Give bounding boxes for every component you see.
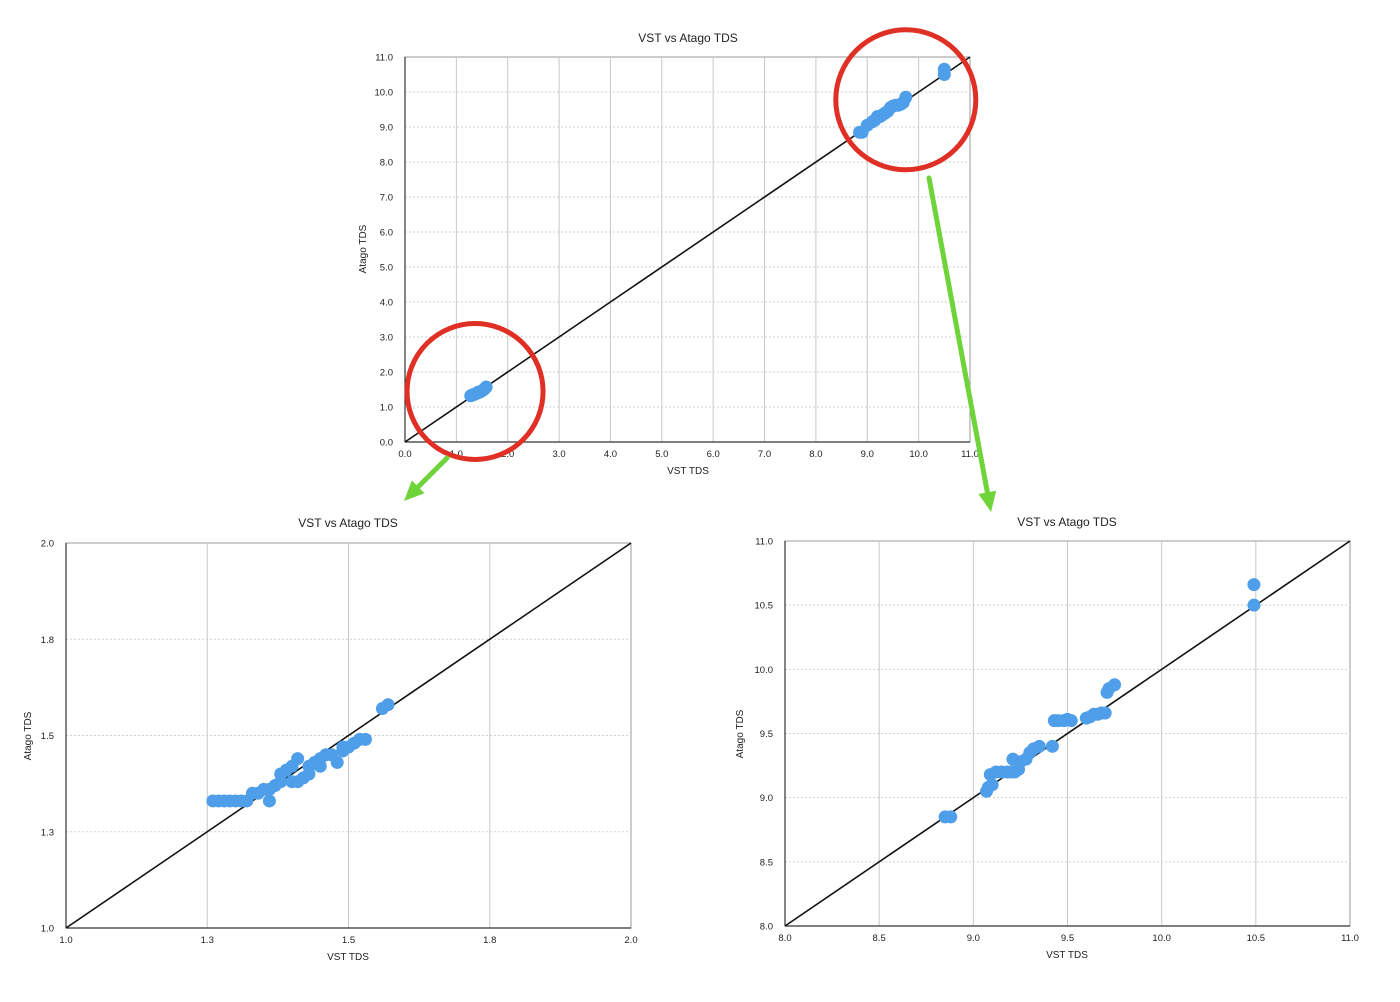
zoom-high-chart-ticks: 8.0 8.5 9.0 9.5 10.0 10.5 11.0 8.0 8.5 9.0 9.5 10.0… xyxy=(755,537,1359,945)
overview-chart-y-tick-label: 6.0 xyxy=(380,228,393,239)
zoom-low-chart-data-point xyxy=(313,759,327,773)
zoom-low-chart-y-tick-label: 1.3 xyxy=(41,827,54,838)
zoom-high-chart-data-point xyxy=(1098,706,1112,720)
overview-chart-x-tick-label: 8.0 xyxy=(809,449,822,460)
overview-chart-data-point xyxy=(899,90,913,104)
zoom-low-chart-data-point xyxy=(262,794,276,808)
zoom-low-chart-x-tick-label: 1.5 xyxy=(342,935,355,946)
highlight-circle xyxy=(833,27,979,173)
zoom-high-chart-y-tick-label: 10.5 xyxy=(755,601,774,612)
zoom-high-chart-y-tick-label: 11.0 xyxy=(755,537,773,548)
zoom-high-chart-data-point xyxy=(1032,739,1046,753)
zoom-low-chart-data-point xyxy=(291,752,305,766)
overview-chart-x-tick-label: 5.0 xyxy=(655,449,668,460)
overview-chart-data-point xyxy=(937,62,951,76)
overview-chart-x-tick-label: 4.0 xyxy=(604,449,617,460)
overview-chart-x-tick-label: 9.0 xyxy=(861,449,874,460)
overview-chart-y-tick-label: 1.0 xyxy=(380,403,393,414)
highlight-circle xyxy=(404,321,546,462)
zoom-arrow-shaft xyxy=(415,455,450,490)
zoom-high-chart-data-point xyxy=(985,778,999,792)
zoom-low-chart-data-point xyxy=(358,732,372,746)
overview-chart-y-tick-label: 3.0 xyxy=(380,333,393,344)
zoom-low-chart-xlabel: VST TDS xyxy=(327,952,369,963)
overview-chart-x-tick-label: 3.0 xyxy=(552,449,565,460)
zoom-low-chart-ticks: 1.0 1.3 1.5 1.8 2.0 1.0 1.3 1.5 1.8 2.0 xyxy=(41,539,638,947)
zoom-high-chart-x-tick-label: 8.0 xyxy=(778,933,791,944)
overview-chart-x-tick-label: 2.0 xyxy=(501,449,514,460)
overview-chart-x-tick-label: 10.0 xyxy=(909,449,928,460)
zoom-low-chart-x-tick-label: 1.8 xyxy=(483,935,496,946)
overview-chart-data-point xyxy=(479,380,493,394)
zoom-high-chart-y-tick-label: 10.0 xyxy=(755,665,774,676)
zoom-low-chart-y-tick-label: 1.8 xyxy=(41,635,54,646)
zoom-high-chart-data-point xyxy=(1045,739,1059,753)
zoom-high-chart-ylabel: Atago TDS xyxy=(735,709,746,758)
zoom-low-chart-x-tick-label: 1.3 xyxy=(201,935,214,946)
zoom-high-chart-data-point xyxy=(1064,714,1078,728)
zoom-high-chart-xlabel: VST TDS xyxy=(1046,950,1088,961)
annotation-layer-front xyxy=(404,27,997,512)
overview-chart-y-tick-label: 2.0 xyxy=(380,368,393,379)
zoom-low-chart-y-tick-label: 2.0 xyxy=(41,539,54,550)
overview-chart-xlabel: VST TDS xyxy=(667,466,709,477)
zoom-high-chart-x-tick-label: 8.5 xyxy=(873,933,886,944)
zoom-high-chart-y-tick-label: 9.0 xyxy=(760,793,773,804)
zoom-high-chart-x-tick-label: 11.0 xyxy=(1341,933,1359,944)
overview-chart-x-tick-label: 6.0 xyxy=(707,449,720,460)
zoom-low-chart-points xyxy=(206,698,395,808)
overview-chart-ylabel: Atago TDS xyxy=(358,224,369,273)
zoom-high-chart-x-tick-label: 10.0 xyxy=(1152,933,1171,944)
zoom-low-chart-x-tick-label: 1.0 xyxy=(59,935,72,946)
zoom-low-chart-identity-line-mark xyxy=(65,542,632,929)
overview-chart-y-tick-label: 10.0 xyxy=(375,88,394,99)
zoom-high-chart-data-point xyxy=(1108,678,1122,692)
zoom-low-chart-grid xyxy=(65,542,632,929)
zoom-high-chart-y-tick-label: 9.5 xyxy=(760,729,773,740)
overview-chart-grid xyxy=(404,56,971,443)
overview-chart-x-tick-label: 11.0 xyxy=(961,449,979,460)
overview-chart-x-tick-label: 7.0 xyxy=(758,449,771,460)
zoom-low-chart-identity-line xyxy=(65,542,632,929)
overview-chart-points xyxy=(464,62,951,403)
zoom-high-chart-y-tick-label: 8.5 xyxy=(760,857,773,868)
overview-chart-y-tick-label: 8.0 xyxy=(380,158,393,169)
overview-chart-y-tick-label: 11.0 xyxy=(375,53,393,64)
overview-chart-y-tick-label: 5.0 xyxy=(380,263,393,274)
zoom-low-chart: VST vs Atago TDS VST TDS Atago TDS 1.0 1.… xyxy=(23,516,638,963)
zoom-low-chart-y-tick-label: 1.5 xyxy=(41,731,54,742)
overview-chart-y-tick-label: 4.0 xyxy=(380,298,393,309)
zoom-low-chart-y-tick-label: 1.0 xyxy=(41,924,54,935)
zoom-high-chart-y-tick-label: 8.0 xyxy=(760,922,773,933)
zoom-low-chart-data-point xyxy=(330,755,344,769)
zoom-high-chart-points xyxy=(938,578,1261,824)
overview-chart-y-tick-label: 9.0 xyxy=(380,123,393,134)
zoom-low-chart-x-tick-label: 2.0 xyxy=(624,935,637,946)
overview-chart-y-tick-label: 7.0 xyxy=(380,193,393,204)
zoom-high-chart-data-point xyxy=(1247,578,1261,592)
zoom-high-chart-x-tick-label: 9.5 xyxy=(1061,933,1074,944)
zoom-arrow-shaft xyxy=(926,175,990,495)
overview-chart-y-tick-label: 0.0 xyxy=(380,438,393,449)
zoom-high-chart-data-point xyxy=(1247,598,1261,612)
overview-chart: VST vs Atago TDS VST TDS Atago TDS 0.0 1.… xyxy=(358,31,979,477)
overview-chart-title: VST vs Atago TDS xyxy=(638,31,738,45)
zoom-high-chart-x-tick-label: 9.0 xyxy=(967,933,980,944)
zoom-arrow-head xyxy=(978,490,997,512)
overview-chart-x-tick-label: 0.0 xyxy=(398,449,411,460)
zoom-high-chart-data-point xyxy=(944,810,958,824)
zoom-high-chart-title: VST vs Atago TDS xyxy=(1017,515,1117,529)
zoom-arrow-head xyxy=(404,480,425,501)
zoom-low-chart-data-point xyxy=(381,698,395,712)
zoom-high-chart-x-tick-label: 10.5 xyxy=(1247,933,1266,944)
zoom-low-chart-ylabel: Atago TDS xyxy=(23,711,34,760)
zoom-low-chart-title: VST vs Atago TDS xyxy=(298,516,398,530)
zoom-high-chart: VST vs Atago TDS VST TDS Atago TDS 8.0 8.… xyxy=(735,515,1359,961)
